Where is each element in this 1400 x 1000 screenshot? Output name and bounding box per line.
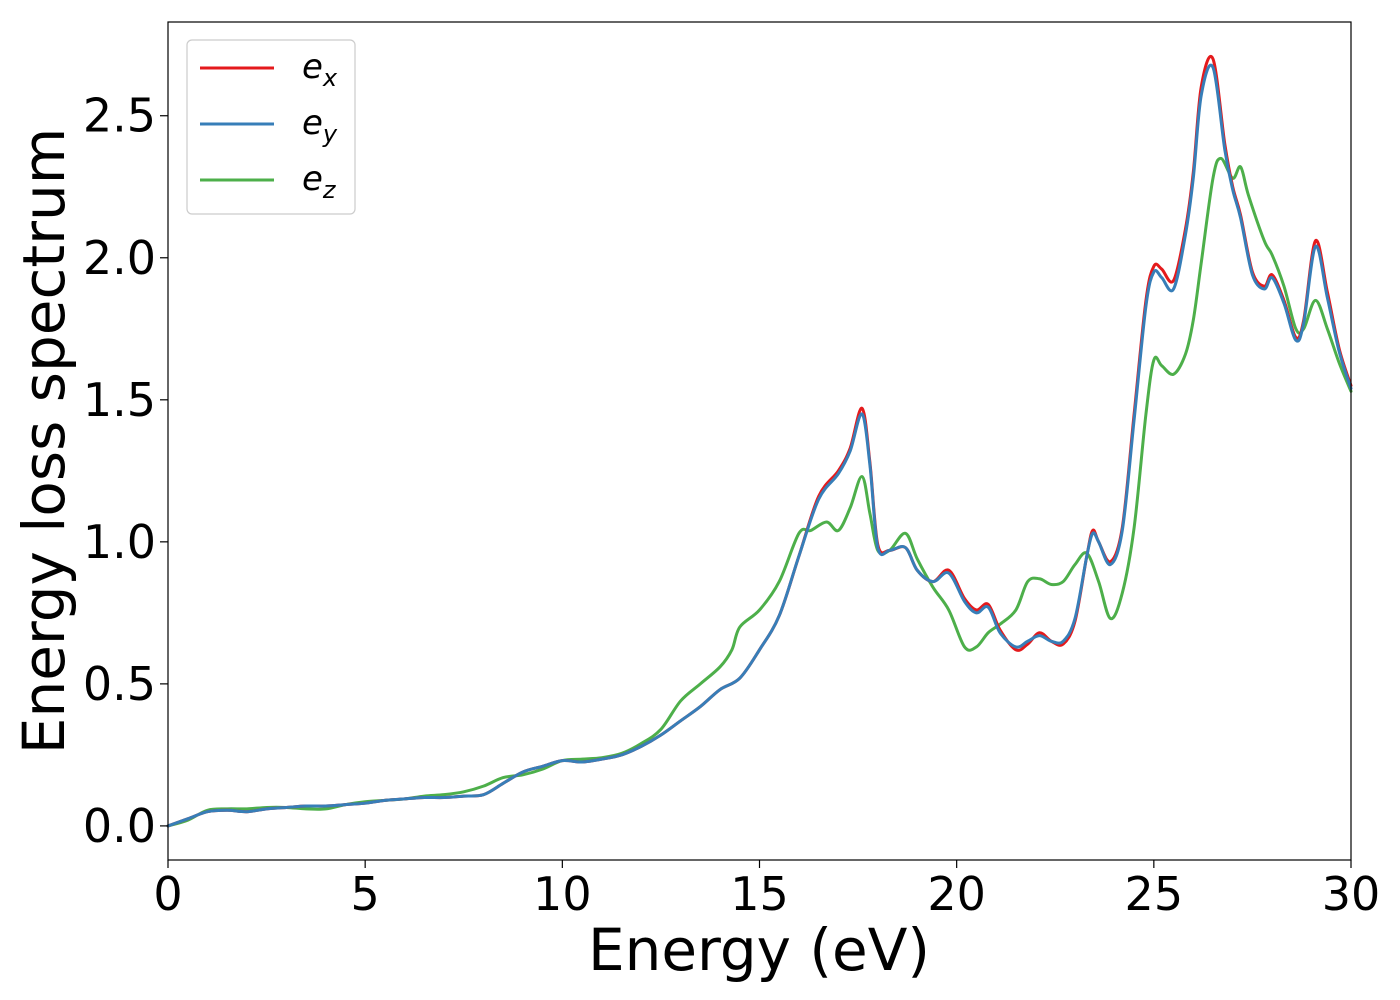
- y-tick-label: 2.0: [83, 231, 156, 285]
- x-tick-label: 30: [1322, 867, 1381, 921]
- x-axis-label: Energy (eV): [588, 916, 930, 984]
- x-tick-label: 15: [730, 867, 789, 921]
- y-tick-label: 0.0: [83, 799, 156, 853]
- y-axis-label: Energy loss spectrum: [10, 128, 78, 754]
- x-tick-label: 20: [927, 867, 986, 921]
- legend-label-z: ez: [302, 159, 337, 204]
- legend-label-x: ex: [302, 47, 338, 92]
- x-tick-label: 10: [533, 867, 592, 921]
- legend-box: [186, 39, 356, 215]
- x-tick-label: 25: [1125, 867, 1184, 921]
- y-tick-label: 2.5: [83, 89, 156, 143]
- legend-label-y: ey: [302, 103, 338, 148]
- series-layer: [166, 55, 1353, 828]
- x-tick-label: 5: [351, 867, 380, 921]
- x-axis-ticks: 0 5 10 15 20 25 30: [153, 860, 1380, 921]
- y-tick-label: 0.5: [83, 657, 156, 711]
- y-tick-label: 1.5: [83, 373, 156, 427]
- y-axis-ticks: 0.0 0.5 1.0 1.5 2.0 2.5: [83, 89, 168, 853]
- legend: ex ey ez: [186, 39, 356, 215]
- series-line-y: [166, 63, 1353, 828]
- y-tick-label: 1.0: [83, 515, 156, 569]
- x-tick-label: 0: [153, 867, 182, 921]
